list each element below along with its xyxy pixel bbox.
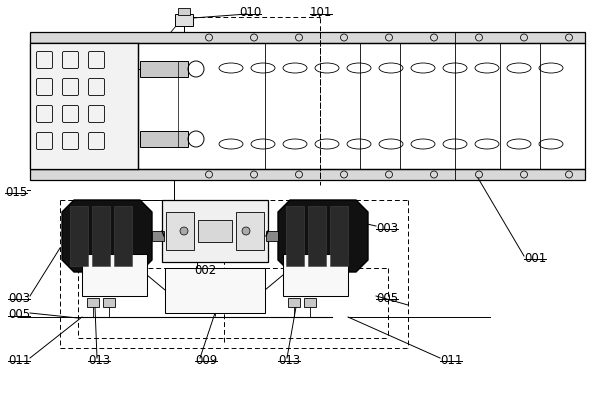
Polygon shape bbox=[62, 200, 152, 272]
Text: 002: 002 bbox=[194, 263, 216, 277]
Bar bbox=[87, 298, 99, 307]
Bar bbox=[114, 206, 132, 266]
Bar bbox=[82, 254, 147, 296]
Circle shape bbox=[242, 227, 250, 235]
Text: 003: 003 bbox=[376, 222, 398, 235]
Text: 005: 005 bbox=[8, 309, 30, 321]
Bar bbox=[162, 200, 268, 262]
Bar bbox=[92, 206, 110, 266]
Circle shape bbox=[180, 227, 188, 235]
Text: 011: 011 bbox=[440, 353, 462, 367]
Bar bbox=[330, 206, 348, 266]
Bar bbox=[283, 254, 348, 296]
Bar bbox=[152, 231, 164, 241]
Text: 005: 005 bbox=[376, 292, 398, 305]
Text: 003: 003 bbox=[8, 292, 30, 305]
Bar bbox=[308, 206, 326, 266]
Bar bbox=[175, 14, 193, 26]
Text: 001: 001 bbox=[524, 252, 546, 264]
Text: 011: 011 bbox=[8, 353, 31, 367]
Bar bbox=[288, 298, 300, 307]
Text: 015: 015 bbox=[5, 185, 27, 198]
Text: 010: 010 bbox=[239, 7, 261, 20]
Text: 009: 009 bbox=[195, 353, 217, 367]
Bar bbox=[266, 231, 278, 241]
Polygon shape bbox=[278, 200, 368, 272]
Text: 013: 013 bbox=[88, 353, 110, 367]
Text: 013: 013 bbox=[278, 353, 300, 367]
Bar bbox=[30, 43, 585, 169]
Bar bbox=[30, 43, 138, 169]
Bar bbox=[103, 298, 115, 307]
Bar bbox=[198, 220, 232, 242]
Bar bbox=[165, 268, 265, 313]
Bar bbox=[30, 32, 585, 43]
Bar bbox=[30, 169, 585, 180]
Bar bbox=[178, 8, 190, 15]
Bar bbox=[304, 298, 316, 307]
Bar bbox=[286, 206, 304, 266]
Bar bbox=[140, 61, 188, 77]
Bar bbox=[166, 212, 194, 250]
Bar bbox=[70, 206, 88, 266]
Text: 101: 101 bbox=[310, 7, 332, 20]
Bar bbox=[140, 131, 188, 147]
Bar bbox=[236, 212, 264, 250]
